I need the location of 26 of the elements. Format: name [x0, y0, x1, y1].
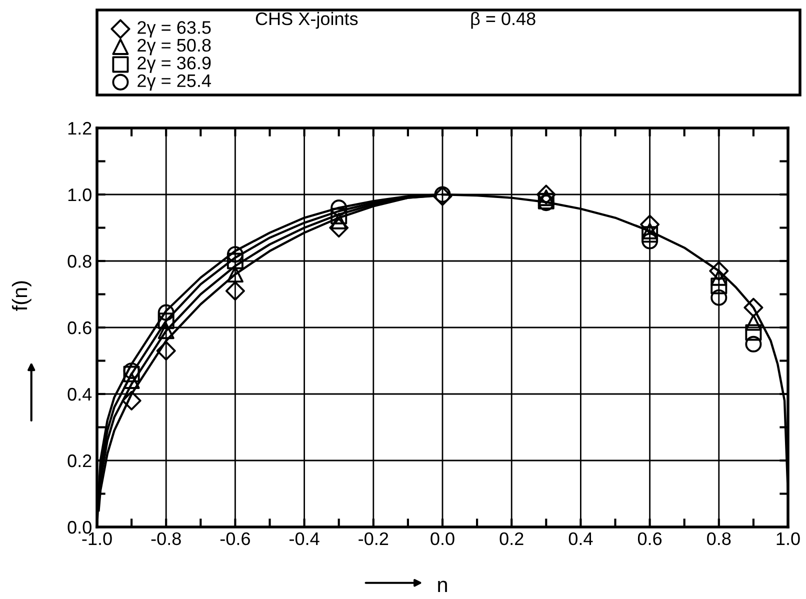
y-tick-label: 1.2 [68, 122, 92, 135]
chart-title: CHS X-joints [256, 12, 358, 29]
y-tick-label: 0.4 [68, 388, 92, 401]
legend-label: 2γ = 25.4 [138, 74, 211, 91]
x-tick-label: 0.8 [707, 532, 731, 546]
legend-label: 2γ = 36.9 [138, 56, 211, 73]
y-tick-label: 0.0 [68, 520, 92, 534]
y-tick-label: 0.6 [68, 321, 92, 334]
x-tick-label: -0.2 [358, 532, 388, 546]
x-tick-label: 0.2 [500, 532, 524, 546]
text: β = 0.48 [471, 12, 536, 29]
x-tick-label: -0.8 [151, 532, 181, 546]
y-tick-label: 0.2 [68, 454, 92, 468]
y-tick-label: 1.0 [68, 188, 92, 202]
y-tick-label: 0.8 [68, 254, 92, 268]
x-tick-label: 0.0 [430, 532, 454, 546]
x-tick-label: -0.6 [220, 532, 250, 546]
x-axis-title: n [438, 580, 447, 592]
x-tick-label: 0.4 [568, 532, 593, 546]
x-tick-label: -1.0 [82, 532, 112, 546]
legend-label: 2γ = 50.8 [138, 38, 211, 56]
legend-label: 2γ = 63.5 [138, 21, 211, 38]
x-tick-label: 1.0 [776, 532, 800, 546]
y-axis-title: f(n) [12, 281, 32, 311]
x-tick-label: 0.6 [638, 532, 662, 546]
x-tick-label: -0.4 [290, 532, 320, 546]
